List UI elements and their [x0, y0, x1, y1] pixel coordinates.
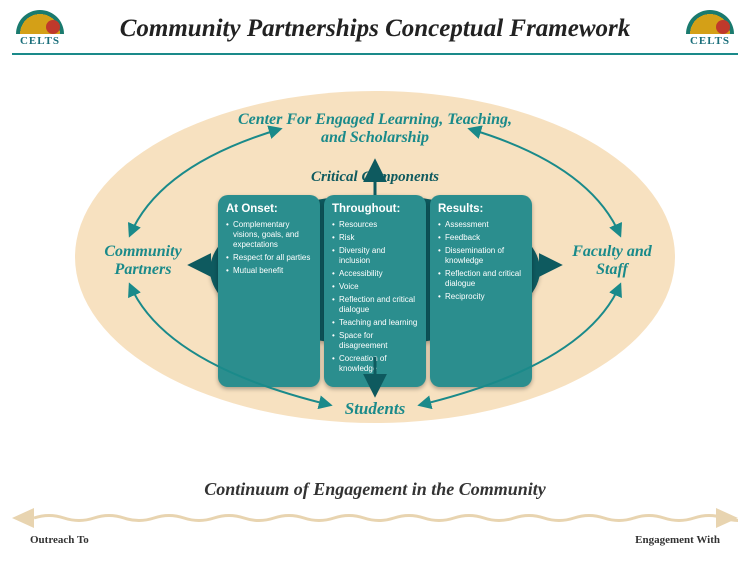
continuum-arrow-right-icon [716, 508, 738, 528]
card-item: Resources [332, 220, 418, 230]
continuum-wave-row [12, 504, 738, 534]
continuum-title: Continuum of Engagement in the Community [12, 479, 738, 500]
logo-right-text: CELTS [682, 35, 738, 47]
card-item: Space for disagreement [332, 331, 418, 351]
card-heading: Results: [438, 203, 524, 215]
card-item: Feedback [438, 233, 524, 243]
card-item: Accessibility [332, 269, 418, 279]
card-heading: Throughout: [332, 203, 418, 215]
critical-components-cards: At Onset: Complementary visions, goals, … [218, 195, 532, 387]
card-item: Teaching and learning [332, 318, 418, 328]
card-heading: At Onset: [226, 203, 312, 215]
continuum-wave [12, 504, 738, 534]
continuum-section: Continuum of Engagement in the Community… [0, 479, 750, 554]
card-item: Risk [332, 233, 418, 243]
continuum-labels: Outreach To Engagement With [12, 534, 738, 546]
card-results: Results: Assessment Feedback Dissemination… [430, 195, 532, 387]
critical-components-label: Critical Components [311, 169, 439, 186]
diagram-stage: Center For Engaged Learning, Teaching, a… [0, 55, 750, 475]
header: CELTS Community Partnerships Conceptual … [0, 0, 750, 51]
card-item: Reflection and critical dialogue [438, 269, 524, 289]
node-right: Faculty and Staff [562, 243, 662, 280]
card-at-onset: At Onset: Complementary visions, goals, … [218, 195, 320, 387]
card-item: Respect for all parties [226, 253, 312, 263]
card-item: Diversity and inclusion [332, 246, 418, 266]
node-bottom: Students [345, 399, 405, 419]
card-list-2: Assessment Feedback Dissemination of knowl… [438, 220, 524, 302]
card-item: Complementary visions, goals, and expect… [226, 220, 312, 250]
card-item: Reciprocity [438, 292, 524, 302]
logo-right: CELTS [682, 10, 738, 47]
card-throughout: Throughout: Resources Risk Diversity and i… [324, 195, 426, 387]
card-list-1: Resources Risk Diversity and inclusion Acce… [332, 220, 418, 374]
card-item: Assessment [438, 220, 524, 230]
card-item: Dissemination of knowledge [438, 246, 524, 266]
logo-left-text: CELTS [12, 35, 68, 47]
continuum-left-label: Outreach To [30, 534, 89, 546]
celts-logo-icon [686, 10, 734, 34]
node-top: Center For Engaged Learning, Teaching, a… [225, 111, 525, 148]
node-left: Community Partners [88, 243, 198, 280]
card-item: Reflection and critical dialogue [332, 295, 418, 315]
celts-logo-icon [16, 10, 64, 34]
logo-left: CELTS [12, 10, 68, 47]
card-item: Cocreation of knowledge [332, 354, 418, 374]
page-title: Community Partnerships Conceptual Framew… [68, 15, 682, 43]
continuum-right-label: Engagement With [635, 534, 720, 546]
continuum-arrow-left-icon [12, 508, 34, 528]
card-list-0: Complementary visions, goals, and expect… [226, 220, 312, 276]
card-item: Mutual benefit [226, 266, 312, 276]
card-item: Voice [332, 282, 418, 292]
